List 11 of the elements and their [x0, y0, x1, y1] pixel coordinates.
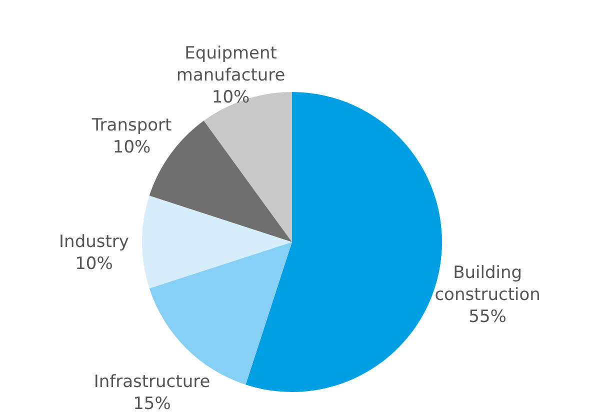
- slice-label: Building construction: [434, 262, 540, 305]
- slice-label: Transport: [90, 116, 172, 136]
- data-label: 10%: [112, 138, 151, 158]
- slice-label: Infrastructure: [94, 372, 210, 392]
- data-label: 15%: [133, 394, 171, 414]
- pie-slice: [142, 196, 292, 288]
- data-label: 10%: [212, 88, 250, 108]
- data-label: 55%: [468, 306, 506, 327]
- slice-label: Equipment manufacture: [176, 44, 286, 86]
- data-label: 10%: [75, 254, 113, 274]
- slice-label: Industry: [59, 232, 129, 252]
